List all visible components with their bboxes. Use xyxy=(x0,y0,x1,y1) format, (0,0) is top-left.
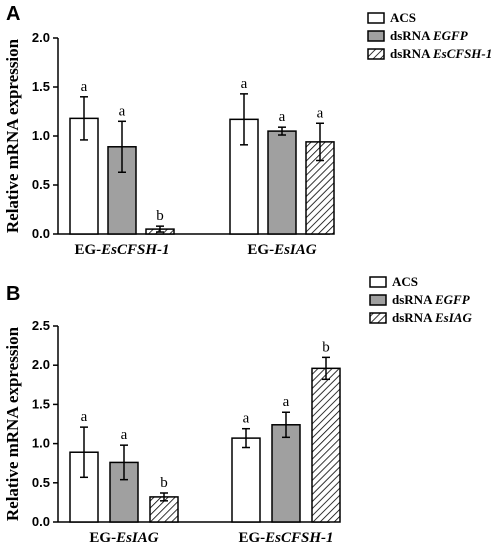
legend-label: dsRNA EsIAG xyxy=(392,310,472,325)
y-tick-label: 1.0 xyxy=(32,436,50,451)
legend-label: ACS xyxy=(390,10,416,25)
bar xyxy=(271,424,301,523)
significance-label: a xyxy=(283,394,290,410)
bar xyxy=(69,451,99,523)
legend: ACS dsRNA EGFP dsRNA EsIAG xyxy=(369,274,472,325)
legend-label: ACS xyxy=(392,274,418,289)
legend-label: dsRNA EsCFSH-1 xyxy=(390,46,492,61)
panel-letter: B xyxy=(6,283,20,305)
legend-swatch xyxy=(369,312,387,324)
x-category-label: EG-EsIAG xyxy=(89,530,158,546)
significance-label: a xyxy=(81,79,88,95)
legend-label: dsRNA EGFP xyxy=(390,28,469,43)
bar xyxy=(267,130,297,235)
y-tick-label: 1.0 xyxy=(32,128,50,143)
y-tick-label: 2.0 xyxy=(32,30,50,45)
y-tick-label: 0.5 xyxy=(32,475,50,490)
legend-swatch xyxy=(367,30,385,42)
legend-label: dsRNA EGFP xyxy=(392,292,471,307)
significance-label: a xyxy=(119,103,126,119)
y-axis-label: Relative mRNA expression xyxy=(3,38,22,233)
significance-label: a xyxy=(81,409,88,425)
significance-label: b xyxy=(322,339,330,355)
y-tick-label: 0.0 xyxy=(32,226,50,241)
x-category-label: EG-EsCFSH-1 xyxy=(74,242,169,258)
y-tick-label: 2.0 xyxy=(32,357,50,372)
legend-swatch xyxy=(369,294,387,306)
chart-panel-b: B Relative mRNA expression 0.0 0.5 1.0 1.5 2.0… xyxy=(3,274,472,546)
significance-label: a xyxy=(317,105,324,121)
significance-label: b xyxy=(156,208,164,224)
bar xyxy=(231,437,261,523)
y-tick-label: 0.5 xyxy=(32,177,50,192)
y-tick-label: 2.5 xyxy=(32,318,50,333)
y-axis-label: Relative mRNA expression xyxy=(3,326,22,521)
significance-label: b xyxy=(160,475,168,491)
y-tick-label: 1.5 xyxy=(32,396,50,411)
panel-letter: A xyxy=(6,3,20,25)
x-category-label: EG-EsCFSH-1 xyxy=(238,530,333,546)
legend-swatch xyxy=(367,48,385,60)
legend-swatch xyxy=(369,276,387,288)
y-tick-label: 0.0 xyxy=(32,514,50,529)
chart-panel-a: A Relative mRNA expression 0.0 0.5 1.0 1.5 2.0… xyxy=(3,3,492,258)
significance-label: a xyxy=(121,427,128,443)
legend: ACS dsRNA EGFP dsRNA EsCFSH-1 xyxy=(367,10,492,61)
y-tick-label: 1.5 xyxy=(32,79,50,94)
x-category-label: EG-EsIAG xyxy=(247,242,316,258)
significance-label: a xyxy=(279,109,286,125)
significance-label: a xyxy=(243,411,250,427)
bar xyxy=(311,367,341,523)
legend-swatch xyxy=(367,12,385,24)
significance-label: a xyxy=(241,76,248,92)
